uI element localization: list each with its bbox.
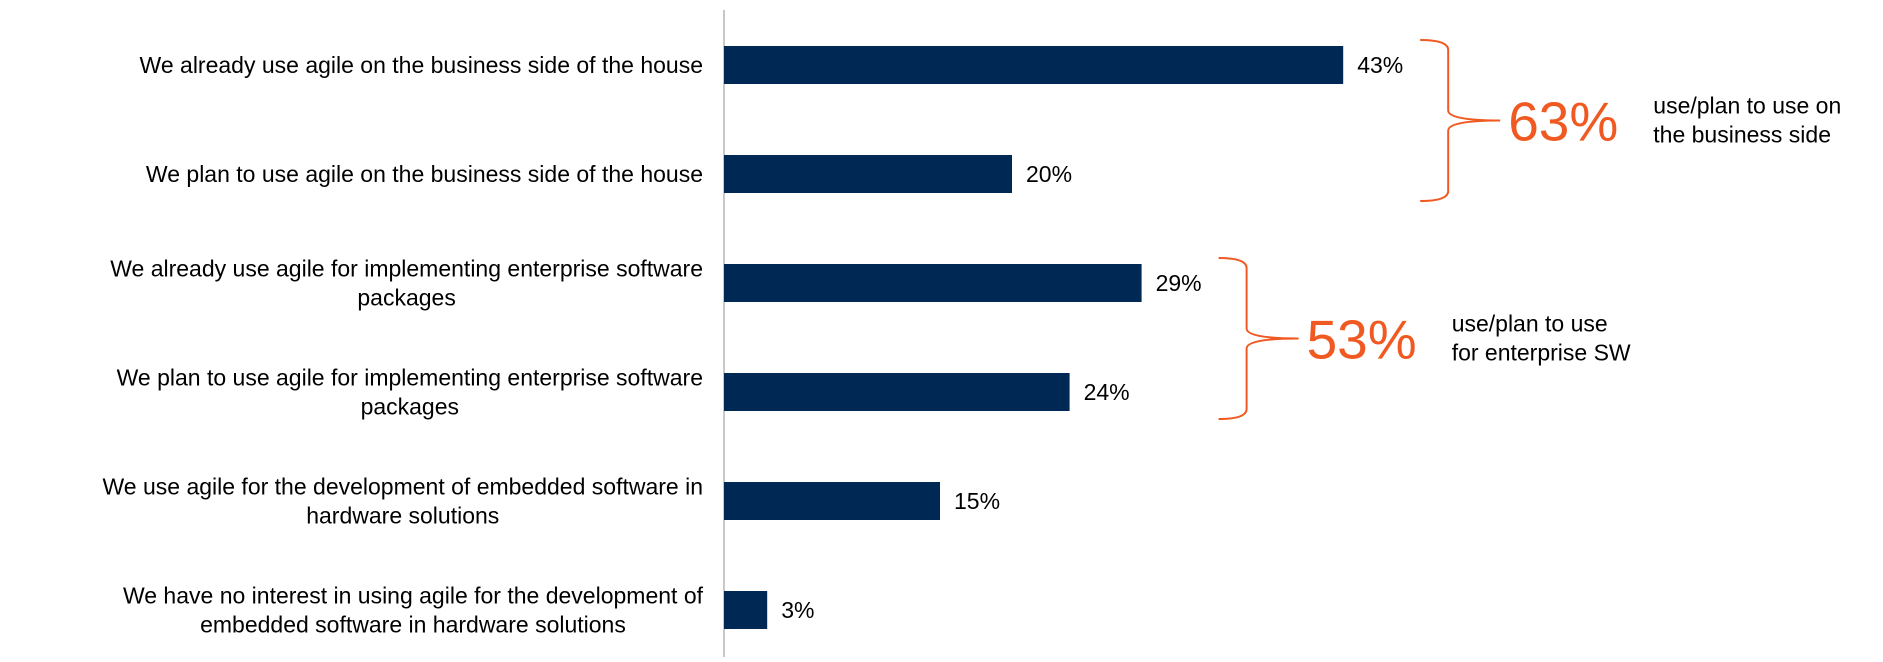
value-label-1: 43% [1357, 52, 1403, 78]
bracket-note-line: use/plan to use on [1653, 93, 1841, 119]
category-label-line: We have no interest in using agile for t… [123, 583, 704, 609]
value-label-5: 15% [954, 488, 1000, 514]
bracket-note-1: use/plan to use on the business side [1653, 93, 1841, 148]
category-label-3: We already use agile for implementing en… [110, 256, 703, 311]
category-label-6: We have no interest in using agile for t… [123, 583, 704, 638]
bracket-2 [1218, 257, 1299, 420]
bar-5 [724, 482, 940, 520]
bar-2 [724, 155, 1012, 193]
category-label-4: We plan to use agile for implementing en… [117, 365, 703, 420]
category-label-line: packages [357, 285, 455, 311]
bracket-note-line: use/plan to use [1452, 311, 1608, 337]
value-label-2: 20% [1026, 161, 1072, 187]
value-labels-layer: 43% 20% 29% 24% 15% 3% [781, 52, 1403, 623]
bracket-note-line: for enterprise SW [1452, 340, 1631, 366]
category-label-line: We already use agile for implementing en… [110, 256, 703, 282]
category-label-2: We plan to use agile on the business sid… [146, 161, 703, 187]
category-label-line: We use agile for the development of embe… [103, 474, 704, 500]
category-label-line: embedded software in hardware solutions [200, 612, 626, 638]
bar-1 [724, 46, 1344, 84]
value-label-4: 24% [1084, 379, 1130, 405]
category-label-line: hardware solutions [306, 503, 499, 529]
category-label-line: We already use agile on the business sid… [140, 52, 703, 78]
bracket-note-2: use/plan to use for enterprise SW [1452, 311, 1631, 366]
category-label-5: We use agile for the development of embe… [103, 474, 704, 529]
bracket-1 [1420, 39, 1501, 202]
category-label-1: We already use agile on the business sid… [140, 52, 703, 78]
bar-3 [724, 264, 1142, 302]
bar-4 [724, 373, 1070, 411]
bracket-total-1: 63% [1508, 91, 1618, 153]
bracket-note-line: the business side [1653, 122, 1831, 148]
bracket-total-2: 53% [1307, 309, 1417, 371]
category-labels-layer: We already use agile on the business sid… [103, 52, 704, 638]
annotations-layer: 63% use/plan to use on the business side 53… [1218, 39, 1841, 420]
category-label-line: We plan to use agile for implementing en… [117, 365, 703, 391]
bars-layer [724, 46, 1344, 629]
bar-6 [724, 591, 768, 629]
value-label-3: 29% [1156, 270, 1202, 296]
value-label-6: 3% [781, 597, 814, 623]
category-label-line: We plan to use agile on the business sid… [146, 161, 703, 187]
category-label-line: packages [361, 394, 459, 420]
